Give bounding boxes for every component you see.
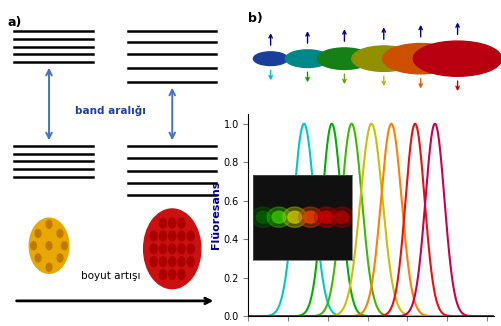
Text: b): b) xyxy=(248,12,263,25)
Circle shape xyxy=(150,244,157,254)
Circle shape xyxy=(168,257,175,267)
Circle shape xyxy=(168,231,175,241)
Circle shape xyxy=(159,257,166,267)
Circle shape xyxy=(29,218,69,273)
Circle shape xyxy=(35,254,41,262)
Text: boyut artışı: boyut artışı xyxy=(81,271,140,281)
Circle shape xyxy=(177,218,185,228)
Circle shape xyxy=(46,220,52,228)
Circle shape xyxy=(177,257,185,267)
Circle shape xyxy=(177,231,185,241)
Circle shape xyxy=(150,257,157,267)
Circle shape xyxy=(35,230,41,237)
Circle shape xyxy=(187,231,194,241)
Circle shape xyxy=(159,270,166,279)
Circle shape xyxy=(382,44,458,74)
Text: a): a) xyxy=(7,16,22,29)
Text: band aralığı: band aralığı xyxy=(75,106,146,116)
Circle shape xyxy=(177,270,185,279)
Circle shape xyxy=(177,244,185,254)
Circle shape xyxy=(187,244,194,254)
Circle shape xyxy=(285,50,329,67)
Circle shape xyxy=(57,230,63,237)
Circle shape xyxy=(150,231,157,241)
Circle shape xyxy=(253,52,287,66)
Circle shape xyxy=(351,46,415,71)
Circle shape xyxy=(159,218,166,228)
Circle shape xyxy=(143,209,200,289)
Circle shape xyxy=(168,244,175,254)
Circle shape xyxy=(46,263,52,271)
Y-axis label: Flüoresans: Flüoresans xyxy=(210,181,220,249)
Circle shape xyxy=(31,242,37,250)
Circle shape xyxy=(317,48,371,69)
Circle shape xyxy=(168,270,175,279)
Circle shape xyxy=(412,41,501,76)
Circle shape xyxy=(46,242,52,250)
Circle shape xyxy=(168,218,175,228)
Circle shape xyxy=(159,244,166,254)
Circle shape xyxy=(187,257,194,267)
Circle shape xyxy=(62,242,67,250)
Circle shape xyxy=(57,254,63,262)
Circle shape xyxy=(159,231,166,241)
